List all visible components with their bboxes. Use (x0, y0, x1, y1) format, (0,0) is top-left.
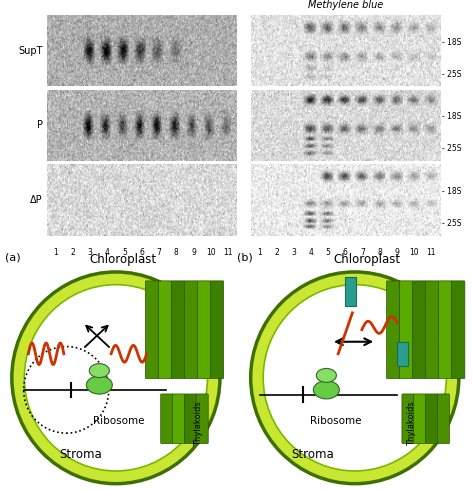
FancyBboxPatch shape (426, 281, 439, 379)
Text: - 18S: - 18S (442, 112, 462, 121)
FancyBboxPatch shape (196, 394, 208, 443)
FancyBboxPatch shape (400, 281, 413, 379)
FancyBboxPatch shape (402, 394, 414, 443)
Text: 1: 1 (257, 248, 262, 257)
Text: 9: 9 (191, 248, 196, 257)
Text: Methylene blue: Methylene blue (307, 0, 383, 10)
Ellipse shape (12, 272, 220, 484)
Text: 11: 11 (223, 248, 233, 257)
FancyBboxPatch shape (197, 281, 210, 379)
Text: (a): (a) (5, 253, 20, 263)
Text: Ribosome: Ribosome (93, 416, 144, 426)
Text: Thylakoids: Thylakoids (407, 401, 416, 446)
FancyBboxPatch shape (158, 281, 172, 379)
Ellipse shape (314, 381, 340, 399)
Text: 10: 10 (409, 248, 419, 257)
Text: 6: 6 (343, 248, 348, 257)
Text: 4: 4 (308, 248, 313, 257)
Text: 5: 5 (325, 248, 331, 257)
FancyBboxPatch shape (171, 281, 184, 379)
Text: Stroma: Stroma (59, 448, 102, 462)
Text: Thylakoids: Thylakoids (194, 401, 203, 446)
Text: Stroma: Stroma (291, 448, 333, 462)
Text: Chloroplast: Chloroplast (333, 253, 400, 266)
Text: 2: 2 (71, 248, 76, 257)
FancyBboxPatch shape (414, 394, 426, 443)
Ellipse shape (263, 285, 447, 471)
FancyBboxPatch shape (184, 281, 198, 379)
FancyBboxPatch shape (438, 281, 452, 379)
Ellipse shape (316, 368, 336, 382)
FancyBboxPatch shape (184, 394, 196, 443)
Text: 8: 8 (377, 248, 382, 257)
Text: 2: 2 (274, 248, 279, 257)
Text: 7: 7 (360, 248, 365, 257)
Text: - 25S: - 25S (442, 70, 462, 79)
Text: 11: 11 (427, 248, 436, 257)
Text: Chloroplast: Chloroplast (89, 253, 157, 266)
Text: - 25S: - 25S (442, 219, 462, 228)
FancyBboxPatch shape (145, 281, 158, 379)
Text: 6: 6 (140, 248, 144, 257)
Ellipse shape (24, 285, 208, 471)
FancyBboxPatch shape (161, 394, 173, 443)
FancyBboxPatch shape (210, 281, 224, 379)
Text: 9: 9 (394, 248, 399, 257)
Text: 3: 3 (291, 248, 296, 257)
Ellipse shape (251, 272, 459, 484)
FancyBboxPatch shape (438, 394, 449, 443)
Text: - 25S: - 25S (442, 144, 462, 154)
Text: - 18S: - 18S (442, 38, 462, 47)
Text: 1: 1 (53, 248, 58, 257)
Text: 7: 7 (157, 248, 162, 257)
Text: (b): (b) (236, 253, 252, 263)
Ellipse shape (86, 376, 113, 394)
Text: 8: 8 (174, 248, 179, 257)
FancyBboxPatch shape (452, 281, 465, 379)
Text: P: P (36, 120, 43, 131)
Bar (397, 342, 408, 366)
Bar (345, 277, 356, 305)
Text: ΔP: ΔP (30, 195, 43, 205)
Text: SupT: SupT (18, 46, 43, 56)
FancyBboxPatch shape (173, 394, 184, 443)
Text: Ribosome: Ribosome (310, 416, 361, 426)
Text: - 18S: - 18S (442, 187, 462, 196)
FancyBboxPatch shape (412, 281, 426, 379)
Text: 5: 5 (122, 248, 127, 257)
Text: 10: 10 (206, 248, 216, 257)
FancyBboxPatch shape (426, 394, 438, 443)
FancyBboxPatch shape (386, 281, 400, 379)
Ellipse shape (89, 364, 109, 378)
Text: 4: 4 (105, 248, 110, 257)
Text: 3: 3 (88, 248, 93, 257)
